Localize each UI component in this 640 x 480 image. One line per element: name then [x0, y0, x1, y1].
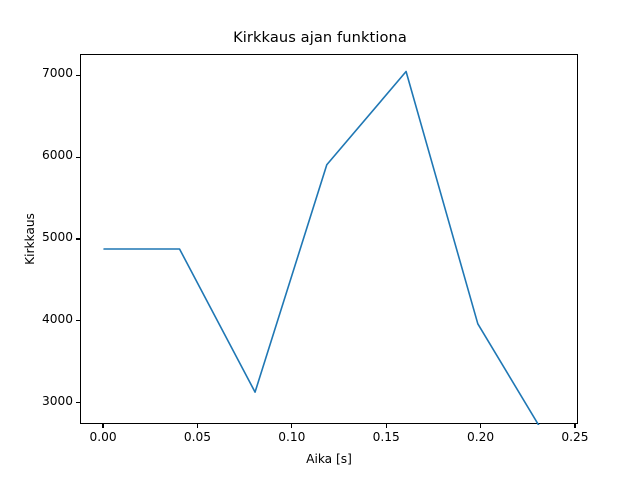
- x-tick-mark: [102, 424, 104, 428]
- y-tick-mark: [76, 74, 80, 77]
- x-tick-mark: [291, 424, 293, 428]
- plot-canvas: [103, 70, 540, 425]
- y-tick-mark: [76, 320, 80, 322]
- x-tick-label: 0.05: [183, 430, 211, 444]
- y-tick-label: 6000: [41, 148, 73, 163]
- x-tick-mark: [574, 424, 576, 428]
- y-tick-mark: [76, 401, 80, 404]
- x-tick-mark: [385, 424, 387, 428]
- x-tick-label: 0.20: [467, 430, 495, 444]
- y-tick-label: 3000: [41, 393, 73, 408]
- x-tick-label: 0.10: [278, 430, 306, 444]
- y-tick-label: 7000: [41, 66, 73, 81]
- y-tick-label: 4000: [41, 311, 73, 326]
- plot-axes: [80, 54, 578, 425]
- y-tick-label: 5000: [41, 230, 73, 244]
- x-tick-label: 0.00: [89, 430, 117, 444]
- y-tick-mark: [76, 156, 80, 158]
- chart-title: Kirkkaus ajan funktiona: [233, 29, 407, 46]
- x-tick-label: 0.25: [561, 430, 589, 444]
- y-tick-mark: [76, 238, 80, 240]
- x-tick-mark: [479, 424, 482, 428]
- y-axis-label: Kirkkaus: [23, 213, 37, 265]
- data-series-line: [103, 70, 540, 425]
- x-axis-label: Aika [s]: [306, 452, 352, 466]
- x-tick-label: 0.15: [372, 430, 400, 444]
- x-tick-mark: [196, 424, 198, 428]
